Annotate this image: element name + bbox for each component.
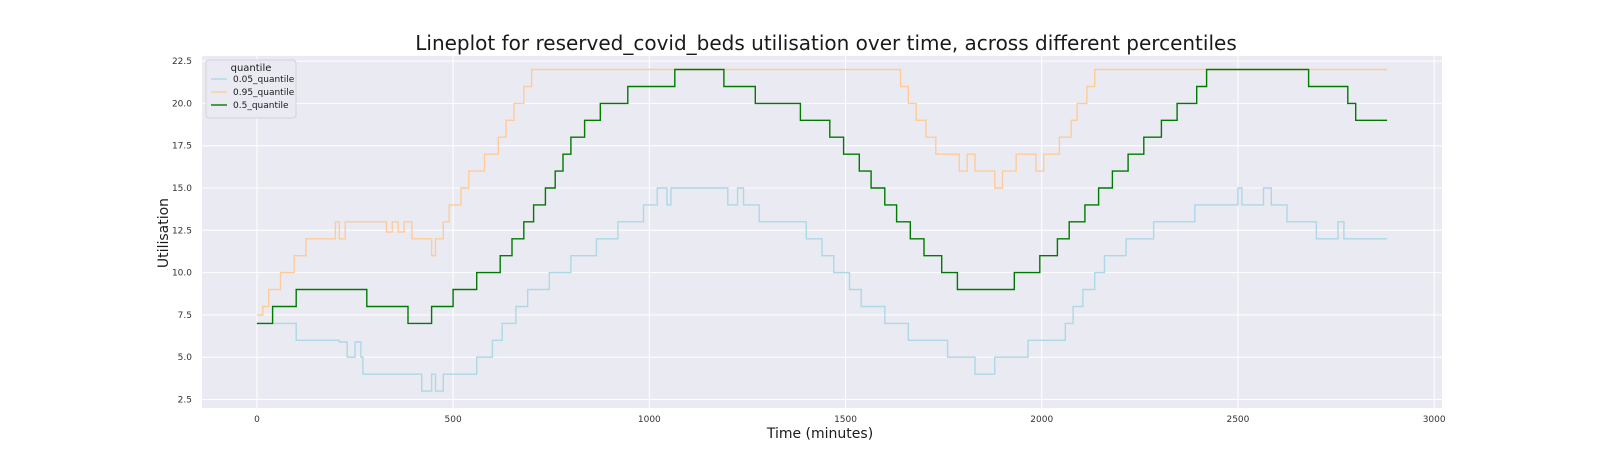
legend: quantile 0.05_quantile 0.95_quantile 0.5_q… [205, 59, 297, 119]
chart-title: Lineplot for reserved_covid_beds utilisa… [415, 31, 1236, 55]
y-tick-label: 7.5 [178, 311, 192, 321]
series-line-0-95-quantile [256, 68, 1388, 316]
legend-box [205, 59, 297, 119]
y-tick-label: 2.5 [178, 396, 192, 406]
y-tick-label: 10.0 [172, 269, 192, 279]
legend-items: 0.05_quantile 0.95_quantile 0.5_quantile [211, 75, 295, 111]
series-group [256, 68, 1388, 392]
x-tick-label: 500 [445, 415, 462, 425]
x-tick-label: 0 [254, 415, 260, 425]
x-axis-ticks: 0 500 1000 1500 2000 2500 3000 [254, 415, 1446, 425]
x-tick-label: 1000 [638, 415, 661, 425]
x-tick-label: 2000 [1030, 415, 1053, 425]
series-line-0-5-quantile [256, 68, 1388, 325]
y-tick-label: 22.5 [172, 57, 192, 67]
y-tick-label: 5.0 [178, 353, 193, 363]
y-tick-label: 12.5 [172, 226, 192, 236]
y-axis-label: Utilisation [156, 198, 172, 268]
legend-label: 0.95_quantile [233, 88, 295, 98]
y-tick-label: 17.5 [172, 142, 192, 152]
x-tick-label: 2500 [1226, 415, 1249, 425]
legend-title: quantile [231, 63, 272, 74]
y-axis-ticks: 2.5 5.0 7.5 10.0 12.5 15.0 17.5 20.0 22.5 [172, 57, 192, 405]
grid [202, 56, 1442, 408]
legend-label: 0.5_quantile [233, 101, 289, 111]
x-axis-label: Time (minutes) [766, 426, 873, 442]
x-tick-label: 3000 [1423, 415, 1446, 425]
y-tick-label: 15.0 [172, 184, 192, 194]
x-tick-label: 1500 [834, 415, 857, 425]
plot-area [202, 56, 1442, 408]
y-tick-label: 20.0 [172, 99, 192, 109]
legend-label: 0.05_quantile [233, 75, 295, 85]
series-line-0-05-quantile [256, 187, 1388, 392]
